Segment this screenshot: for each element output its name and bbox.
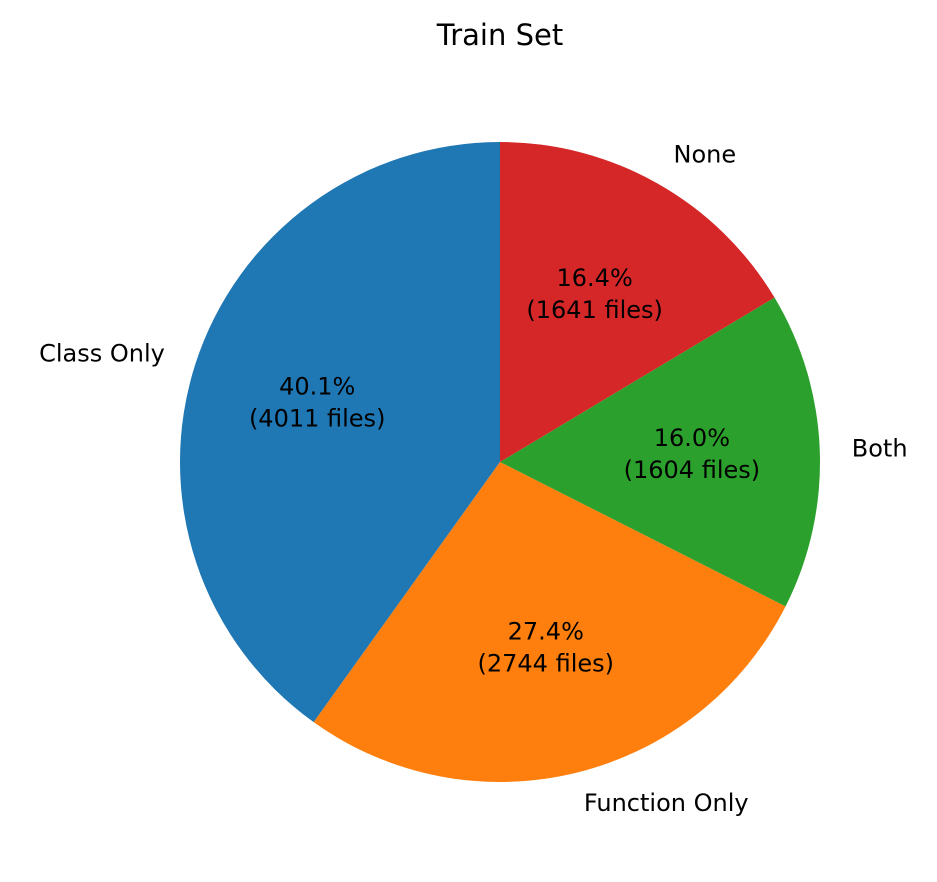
pie-slice-class-only	[179, 142, 500, 723]
slice-count-class-only: (4011 files)	[249, 404, 386, 432]
pie-slice-function-only	[313, 462, 786, 782]
pie-slice-both	[500, 297, 820, 607]
slice-percent-none: 16.4%	[557, 264, 633, 292]
slice-percent-function-only: 27.4%	[508, 617, 584, 645]
slice-count-none: (1641 files)	[526, 296, 663, 324]
pie-labels: Class Only 40.1% (4011 files) Function Only…	[39, 141, 907, 817]
slice-percent-class-only: 40.1%	[279, 372, 355, 400]
slice-label-both: Both	[852, 434, 908, 462]
slice-count-function-only: (2744 files)	[478, 649, 615, 677]
slice-percent-both: 16.0%	[654, 424, 730, 452]
pie-slices	[179, 141, 820, 782]
slice-label-function-only: Function Only	[584, 789, 749, 817]
chart-title: Train Set	[436, 18, 563, 52]
pie-slice-none	[500, 141, 775, 462]
slice-label-none: None	[674, 141, 737, 169]
slice-count-both: (1604 files)	[624, 456, 761, 484]
slice-label-class-only: Class Only	[39, 339, 165, 367]
